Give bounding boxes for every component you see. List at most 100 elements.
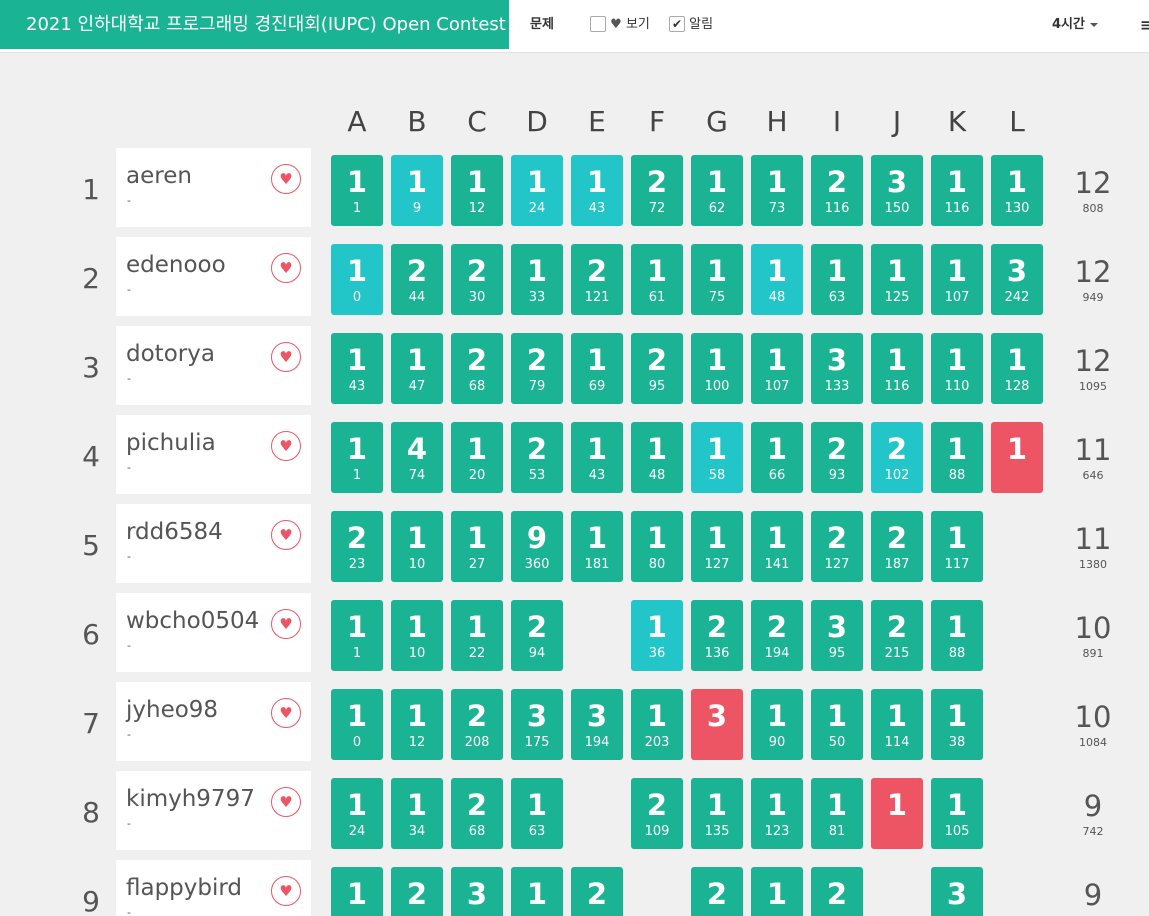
- problem-cell[interactable]: 1 114: [871, 689, 923, 760]
- problem-cell[interactable]: 2 187: [871, 511, 923, 582]
- problem-cell[interactable]: 2 44: [391, 244, 443, 315]
- problem-cell[interactable]: 1 110: [931, 333, 983, 404]
- problem-menu[interactable]: 문제: [530, 17, 554, 32]
- team-card[interactable]: jyheo98 - ♥: [116, 682, 311, 761]
- problem-cell[interactable]: 1 105: [931, 778, 983, 849]
- problem-cell[interactable]: 1 47: [391, 333, 443, 404]
- problem-cell[interactable]: 2 102: [871, 422, 923, 493]
- problem-cell[interactable]: 2: [391, 867, 443, 916]
- team-name[interactable]: edenooo: [126, 252, 226, 278]
- problem-cell[interactable]: 1 12: [391, 689, 443, 760]
- problem-cell[interactable]: 1 127: [691, 511, 743, 582]
- problem-cell[interactable]: 1 43: [571, 422, 623, 493]
- time-dropdown[interactable]: 4시간: [1052, 0, 1098, 53]
- problem-cell[interactable]: 1 69: [571, 333, 623, 404]
- problem-cell[interactable]: 1 80: [631, 511, 683, 582]
- problem-cell[interactable]: 1 88: [931, 422, 983, 493]
- team-name[interactable]: kimyh9797: [126, 786, 255, 812]
- problem-header-j[interactable]: J: [892, 105, 902, 138]
- team-card[interactable]: dotorya - ♥: [116, 326, 311, 405]
- team-name[interactable]: flappybird: [126, 875, 243, 901]
- problem-cell[interactable]: 1 20: [451, 422, 503, 493]
- team-card[interactable]: edenooo - ♥: [116, 237, 311, 316]
- problem-cell[interactable]: 2 53: [511, 422, 563, 493]
- problem-cell[interactable]: 2 208: [451, 689, 503, 760]
- problem-cell[interactable]: 2 136: [691, 600, 743, 671]
- problem-cell[interactable]: 1 123: [751, 778, 803, 849]
- team-name[interactable]: jyheo98: [126, 697, 219, 723]
- problem-cell[interactable]: 1 117: [931, 511, 983, 582]
- problem-cell[interactable]: 3 242: [991, 244, 1043, 315]
- problem-cell[interactable]: 1 12: [451, 155, 503, 226]
- team-name[interactable]: pichulia: [126, 430, 216, 456]
- problem-cell[interactable]: 1 88: [931, 600, 983, 671]
- problem-cell[interactable]: 1 90: [751, 689, 803, 760]
- team-card[interactable]: pichulia - ♥: [116, 415, 311, 494]
- problem-cell[interactable]: 1 34: [391, 778, 443, 849]
- problem-header-h[interactable]: H: [766, 105, 788, 138]
- problem-cell[interactable]: 2 79: [511, 333, 563, 404]
- problem-cell[interactable]: 2 23: [331, 511, 383, 582]
- view-checkbox[interactable]: [590, 15, 606, 32]
- problem-cell[interactable]: 4 74: [391, 422, 443, 493]
- alarm-toggle[interactable]: ✔ 알림: [669, 0, 713, 53]
- problem-cell[interactable]: 9 360: [511, 511, 563, 582]
- problem-cell[interactable]: 1 61: [631, 244, 683, 315]
- problem-cell[interactable]: 1 38: [931, 689, 983, 760]
- problem-cell[interactable]: 2 127: [811, 511, 863, 582]
- problem-cell[interactable]: 1 141: [751, 511, 803, 582]
- problem-cell[interactable]: 1 63: [511, 778, 563, 849]
- problem-cell[interactable]: 2 109: [631, 778, 683, 849]
- problem-cell[interactable]: 1 135: [691, 778, 743, 849]
- problem-cell[interactable]: 1 75: [691, 244, 743, 315]
- problem-cell[interactable]: 1 107: [751, 333, 803, 404]
- problem-cell[interactable]: 1 63: [811, 244, 863, 315]
- problem-header-l[interactable]: L: [1009, 105, 1025, 138]
- problem-cell[interactable]: 1 73: [751, 155, 803, 226]
- favorite-heart-button[interactable]: ♥: [271, 164, 301, 194]
- problem-cell[interactable]: 2 121: [571, 244, 623, 315]
- problem-cell[interactable]: 2: [811, 867, 863, 916]
- problem-cell[interactable]: 1 181: [571, 511, 623, 582]
- problem-header-d[interactable]: D: [526, 105, 548, 138]
- problem-header-a[interactable]: A: [347, 105, 367, 138]
- problem-cell[interactable]: 3 150: [871, 155, 923, 226]
- team-name[interactable]: wbcho0504: [126, 608, 260, 634]
- problem-cell[interactable]: 1 81: [811, 778, 863, 849]
- problem-cell[interactable]: 1 116: [871, 333, 923, 404]
- problem-cell[interactable]: 1 100: [691, 333, 743, 404]
- problem-cell[interactable]: 3 194: [571, 689, 623, 760]
- alarm-checkbox[interactable]: ✔: [669, 15, 685, 32]
- problem-cell[interactable]: 1 203: [631, 689, 683, 760]
- favorite-heart-button[interactable]: ♥: [271, 609, 301, 639]
- favorite-heart-button[interactable]: ♥: [271, 342, 301, 372]
- problem-cell[interactable]: 1 36: [631, 600, 683, 671]
- problem-cell[interactable]: 2 194: [751, 600, 803, 671]
- problem-cell[interactable]: 1 24: [331, 778, 383, 849]
- problem-cell[interactable]: 1 58: [691, 422, 743, 493]
- problem-cell[interactable]: 1 22: [451, 600, 503, 671]
- favorite-heart-button[interactable]: ♥: [271, 431, 301, 461]
- problem-cell[interactable]: 3: [451, 867, 503, 916]
- team-card[interactable]: kimyh9797 - ♥: [116, 771, 311, 850]
- menu-icon[interactable]: ≡: [1140, 16, 1149, 34]
- problem-cell[interactable]: 1 43: [571, 155, 623, 226]
- problem-cell[interactable]: 1: [511, 867, 563, 916]
- problem-header-c[interactable]: C: [467, 105, 487, 138]
- problem-header-k[interactable]: K: [947, 105, 967, 138]
- problem-cell[interactable]: 1 48: [751, 244, 803, 315]
- problem-cell[interactable]: 2: [691, 867, 743, 916]
- problem-cell[interactable]: 2 95: [631, 333, 683, 404]
- problem-cell[interactable]: 1 125: [871, 244, 923, 315]
- problem-header-b[interactable]: B: [407, 105, 427, 138]
- problem-header-e[interactable]: E: [588, 105, 606, 138]
- problem-cell[interactable]: 2 30: [451, 244, 503, 315]
- problem-cell[interactable]: 1: [871, 778, 923, 849]
- problem-cell[interactable]: 1 48: [631, 422, 683, 493]
- problem-cell[interactable]: 3: [691, 689, 743, 760]
- problem-cell[interactable]: 2 94: [511, 600, 563, 671]
- problem-cell[interactable]: 1 116: [931, 155, 983, 226]
